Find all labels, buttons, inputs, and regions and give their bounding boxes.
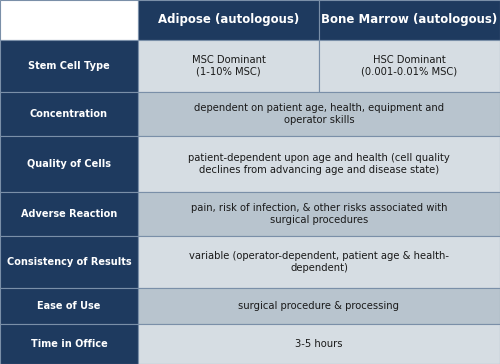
Bar: [138, 40, 319, 92]
Text: Adipose (autologous): Adipose (autologous): [158, 13, 299, 27]
Text: pain, risk of infection, & other risks associated with
surgical procedures: pain, risk of infection, & other risks a…: [191, 203, 448, 225]
Bar: [0, 0, 138, 40]
Bar: [319, 40, 500, 92]
Text: Time in Office: Time in Office: [30, 339, 108, 349]
Text: Adverse Reaction: Adverse Reaction: [21, 209, 117, 219]
Bar: [0, 324, 138, 364]
Text: variable (operator-dependent, patient age & health-
dependent): variable (operator-dependent, patient ag…: [189, 251, 449, 273]
Text: Quality of Cells: Quality of Cells: [27, 159, 111, 169]
Bar: [319, 0, 500, 40]
Text: HSC Dominant
(0.001-0.01% MSC): HSC Dominant (0.001-0.01% MSC): [362, 55, 458, 77]
Text: 3-5 hours: 3-5 hours: [295, 339, 343, 349]
Bar: [0, 288, 138, 324]
Text: Concentration: Concentration: [30, 109, 108, 119]
Text: Consistency of Results: Consistency of Results: [6, 257, 132, 267]
Text: MSC Dominant
(1-10% MSC): MSC Dominant (1-10% MSC): [192, 55, 266, 77]
Bar: [138, 236, 500, 288]
Text: Stem Cell Type: Stem Cell Type: [28, 61, 110, 71]
Bar: [0, 136, 138, 192]
Text: surgical procedure & processing: surgical procedure & processing: [238, 301, 400, 311]
Text: dependent on patient age, health, equipment and
operator skills: dependent on patient age, health, equipm…: [194, 103, 444, 125]
Bar: [138, 324, 500, 364]
Bar: [0, 40, 138, 92]
Bar: [138, 136, 500, 192]
Bar: [0, 92, 138, 136]
Bar: [138, 92, 500, 136]
Bar: [138, 288, 500, 324]
Text: Ease of Use: Ease of Use: [38, 301, 100, 311]
Bar: [0, 192, 138, 236]
Bar: [0, 236, 138, 288]
Bar: [138, 0, 319, 40]
Text: Bone Marrow (autologous): Bone Marrow (autologous): [322, 13, 498, 27]
Text: patient-dependent upon age and health (cell quality
declines from advancing age : patient-dependent upon age and health (c…: [188, 153, 450, 175]
Bar: [138, 192, 500, 236]
